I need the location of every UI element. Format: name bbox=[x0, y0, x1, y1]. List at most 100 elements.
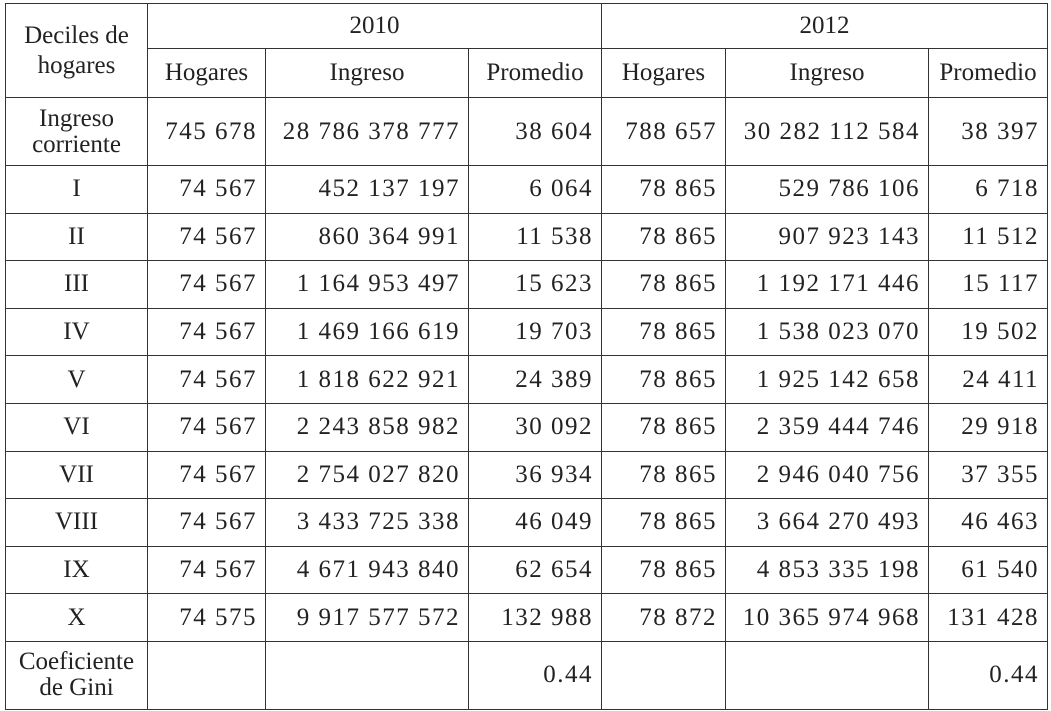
cell: 2 754 027 820 bbox=[265, 450, 469, 500]
cell: 74 567 bbox=[147, 307, 266, 357]
row-label: Ingreso corriente bbox=[5, 97, 148, 166]
cell: 74 567 bbox=[147, 355, 266, 404]
cell: 15 117 bbox=[928, 260, 1049, 309]
column-header: Hogares bbox=[601, 48, 727, 98]
cell: 907 923 143 bbox=[725, 212, 930, 262]
cell: 11 538 bbox=[467, 212, 603, 262]
table-row: II 74 567 860 364 991 11 538 78 865 907 923 1… bbox=[5, 212, 1049, 262]
table-row: Ingreso corriente 745 678 28 786 378 777 38… bbox=[5, 97, 1049, 166]
cell: 1 192 171 446 bbox=[725, 260, 930, 309]
table-row: III 74 567 1 164 953 497 15 623 78 865 1 192 … bbox=[5, 260, 1049, 309]
column-header: Ingreso bbox=[265, 48, 469, 98]
cell: 38 397 bbox=[928, 97, 1049, 166]
cell: 78 865 bbox=[601, 402, 727, 452]
table-row: Coeficiente de Gini 0.44 0.44 bbox=[5, 640, 1049, 710]
table-row: IV 74 567 1 469 166 619 19 703 78 865 1 538 0… bbox=[5, 307, 1049, 357]
cell: 1 818 622 921 bbox=[265, 355, 469, 404]
cell: 61 540 bbox=[928, 545, 1049, 595]
cell: 24 389 bbox=[467, 355, 603, 404]
corner-header: Deciles de hogares bbox=[5, 3, 148, 98]
cell: 78 865 bbox=[601, 212, 727, 262]
table-row: IX 74 567 4 671 943 840 62 654 78 865 4 853 3… bbox=[5, 545, 1049, 595]
cell: 74 567 bbox=[147, 260, 266, 309]
cell: 6 718 bbox=[928, 165, 1049, 214]
table-row: I 74 567 452 137 197 6 064 78 865 529 786 106… bbox=[5, 165, 1049, 214]
cell: 10 365 974 968 bbox=[725, 593, 930, 642]
cell: 131 428 bbox=[928, 593, 1049, 642]
row-label: VIII bbox=[5, 498, 148, 547]
cell: 2 946 040 756 bbox=[725, 450, 930, 500]
cell: 3 433 725 338 bbox=[265, 498, 469, 547]
cell: 2 359 444 746 bbox=[725, 402, 930, 452]
table-row: X 74 575 9 917 577 572 132 988 78 872 10 365 … bbox=[5, 593, 1049, 642]
column-header: Promedio bbox=[467, 48, 603, 98]
row-label: VII bbox=[5, 450, 148, 500]
cell: 74 567 bbox=[147, 498, 266, 547]
cell: 78 865 bbox=[601, 355, 727, 404]
cell: 3 664 270 493 bbox=[725, 498, 930, 547]
cell: 30 282 112 584 bbox=[725, 97, 930, 166]
cell: 19 703 bbox=[467, 307, 603, 357]
cell: 11 512 bbox=[928, 212, 1049, 262]
row-label: II bbox=[5, 212, 148, 262]
cell: 1 164 953 497 bbox=[265, 260, 469, 309]
cell: 78 865 bbox=[601, 450, 727, 500]
cell: 452 137 197 bbox=[265, 165, 469, 214]
row-label: X bbox=[5, 593, 148, 642]
cell: 529 786 106 bbox=[725, 165, 930, 214]
cell: 74 567 bbox=[147, 165, 266, 214]
cell bbox=[265, 640, 469, 710]
row-label: III bbox=[5, 260, 148, 309]
header-row: Deciles de hogares 2010 2012 bbox=[5, 3, 1049, 98]
cell: 19 502 bbox=[928, 307, 1049, 357]
cell: 74 567 bbox=[147, 450, 266, 500]
cell: 30 092 bbox=[467, 402, 603, 452]
row-label: Coeficiente de Gini bbox=[5, 640, 148, 710]
cell: 78 865 bbox=[601, 498, 727, 547]
cell: 15 623 bbox=[467, 260, 603, 309]
cell: 78 872 bbox=[601, 593, 727, 642]
cell: 37 355 bbox=[928, 450, 1049, 500]
column-header: Promedio bbox=[928, 48, 1049, 98]
cell: 1 538 023 070 bbox=[725, 307, 930, 357]
table-row: VII 74 567 2 754 027 820 36 934 78 865 2 946 … bbox=[5, 450, 1049, 500]
column-header: Ingreso bbox=[725, 48, 930, 98]
cell: 1 925 142 658 bbox=[725, 355, 930, 404]
cell: 78 865 bbox=[601, 545, 727, 595]
cell: 0.44 bbox=[467, 640, 603, 710]
table-row: VI 74 567 2 243 858 982 30 092 78 865 2 359 4… bbox=[5, 402, 1049, 452]
cell: 860 364 991 bbox=[265, 212, 469, 262]
cell: 132 988 bbox=[467, 593, 603, 642]
cell: 74 567 bbox=[147, 212, 266, 262]
cell bbox=[601, 640, 727, 710]
header-row: Hogares Ingreso Promedio Hogares Ingreso Prom… bbox=[6, 48, 1049, 98]
cell: 24 411 bbox=[928, 355, 1049, 404]
cell: 6 064 bbox=[467, 165, 603, 214]
table-row: VIII 74 567 3 433 725 338 46 049 78 865 3 664… bbox=[5, 498, 1049, 547]
cell: 62 654 bbox=[467, 545, 603, 595]
cell: 74 567 bbox=[147, 545, 266, 595]
cell: 74 575 bbox=[147, 593, 266, 642]
cell: 46 049 bbox=[467, 498, 603, 547]
cell bbox=[725, 640, 930, 710]
row-label: IX bbox=[5, 545, 148, 595]
cell: 28 786 378 777 bbox=[265, 97, 469, 166]
cell: 29 918 bbox=[928, 402, 1049, 452]
cell: 78 865 bbox=[601, 260, 727, 309]
cell: 74 567 bbox=[147, 402, 266, 452]
row-label: V bbox=[5, 355, 148, 404]
cell: 38 604 bbox=[467, 97, 603, 166]
row-label: I bbox=[5, 165, 148, 214]
year-header: 2010 bbox=[146, 3, 603, 49]
cell: 0.44 bbox=[928, 640, 1049, 710]
cell: 9 917 577 572 bbox=[265, 593, 469, 642]
row-label: IV bbox=[5, 307, 148, 357]
year-header: 2012 bbox=[601, 3, 1049, 49]
cell: 78 865 bbox=[601, 307, 727, 357]
cell: 2 243 858 982 bbox=[265, 402, 469, 452]
column-header: Hogares bbox=[147, 48, 266, 98]
cell: 788 657 bbox=[601, 97, 727, 166]
income-table: Deciles de hogares 2010 2012 Hogares Ingreso… bbox=[5, 3, 1049, 710]
row-label: VI bbox=[5, 402, 148, 452]
